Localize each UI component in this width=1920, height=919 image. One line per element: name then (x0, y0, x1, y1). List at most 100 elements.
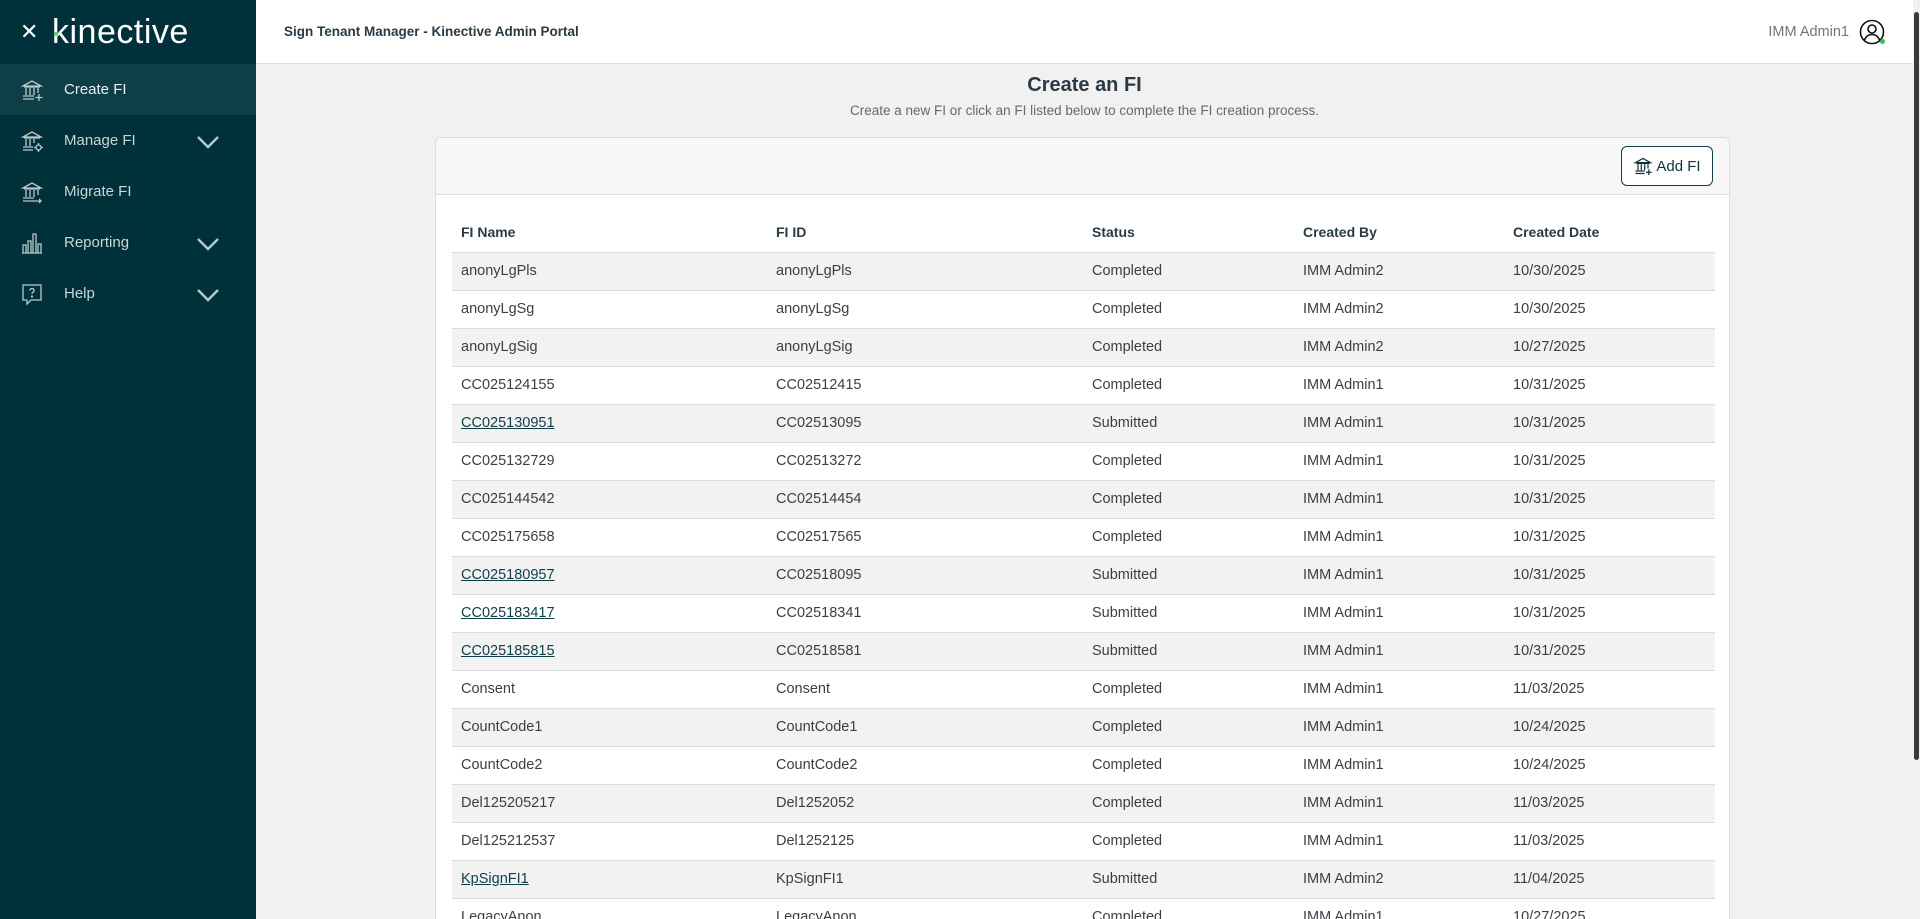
table-row[interactable]: CC025132729 CC02513272 Completed IMM Admin1… (452, 442, 1715, 481)
cell-date: 11/04/2025 (1504, 860, 1715, 899)
cell-status: Submitted (1083, 632, 1294, 671)
column-header-fi-name[interactable]: FI Name (452, 212, 767, 253)
column-header-created-by[interactable]: Created By (1294, 212, 1504, 253)
cell-status: Submitted (1083, 860, 1294, 899)
cell-date: 10/30/2025 (1504, 290, 1715, 329)
user-name[interactable]: IMM Admin1 (1768, 23, 1849, 40)
table-row[interactable]: Consent Consent Completed IMM Admin1 11/03/2… (452, 670, 1715, 709)
cell-id: CC02513095 (767, 404, 1083, 443)
main-content: Create an FI Create a new FI or click an… (256, 65, 1913, 919)
bank-gear-icon (20, 130, 44, 152)
cell-by: IMM Admin1 (1294, 366, 1504, 405)
cell-by: IMM Admin1 (1294, 632, 1504, 671)
cell-status: Completed (1083, 252, 1294, 291)
cell-date: 10/31/2025 (1504, 518, 1715, 557)
fi-name-link[interactable]: CC025185815 (461, 643, 555, 659)
cell-by: IMM Admin1 (1294, 670, 1504, 709)
cell-id: anonyLgSig (767, 328, 1083, 367)
fi-name-link[interactable]: CC025183417 (461, 605, 555, 621)
cell-date: 10/27/2025 (1504, 328, 1715, 367)
cell-by: IMM Admin1 (1294, 594, 1504, 633)
cell-by: IMM Admin1 (1294, 480, 1504, 519)
sidebar-item-reporting[interactable]: Reporting (0, 217, 256, 268)
fi-table-card: Add FI FI Name FI ID Status Created By Creat… (435, 137, 1730, 919)
cell-date: 10/31/2025 (1504, 366, 1715, 405)
table-row[interactable]: CC025144542 CC02514454 Completed IMM Admin1… (452, 480, 1715, 519)
cell-by: IMM Admin1 (1294, 708, 1504, 747)
cell-by: IMM Admin1 (1294, 822, 1504, 861)
sidebar-item-label: Manage FI (64, 132, 136, 149)
cell-id: KpSignFI1 (767, 860, 1083, 899)
bank-plus-icon (20, 79, 44, 101)
column-header-fi-id[interactable]: FI ID (767, 212, 1083, 253)
add-fi-button[interactable]: Add FI (1621, 146, 1713, 186)
fi-table: FI Name FI ID Status Created By Created Date… (452, 212, 1715, 919)
cell-status: Completed (1083, 366, 1294, 405)
cell-name: CC025180957 (452, 556, 767, 595)
scrollbar-thumb[interactable] (1914, 12, 1919, 760)
cell-name: CC025185815 (452, 632, 767, 671)
cell-date: 11/03/2025 (1504, 822, 1715, 861)
page-scrollbar[interactable] (1913, 0, 1920, 919)
table-row[interactable]: CC025124155 CC02512415 Completed IMM Admin1… (452, 366, 1715, 405)
table-row[interactable]: KpSignFI1 KpSignFI1 Submitted IMM Admin2 11/… (452, 860, 1715, 899)
bar-chart-icon (22, 232, 42, 254)
cell-date: 10/31/2025 (1504, 480, 1715, 519)
fi-name-link[interactable]: CC025130951 (461, 415, 555, 431)
table-row[interactable]: CC025185815 CC02518581 Submitted IMM Admin1… (452, 632, 1715, 671)
cell-name: LegacyAnon (452, 898, 767, 919)
sidebar-item-label: Create FI (64, 81, 127, 98)
help-bubble-icon (22, 283, 42, 306)
cell-id: CC02517565 (767, 518, 1083, 557)
cell-date: 11/03/2025 (1504, 670, 1715, 709)
chevron-down-icon[interactable] (196, 231, 220, 255)
brand-bar: ✕ kinective (0, 0, 256, 64)
cell-by: IMM Admin2 (1294, 860, 1504, 899)
cell-name: Del125212537 (452, 822, 767, 861)
table-row[interactable]: CC025175658 CC02517565 Completed IMM Admin1… (452, 518, 1715, 557)
table-row[interactable]: anonyLgSig anonyLgSig Completed IMM Admin2 1… (452, 328, 1715, 367)
user-avatar-icon[interactable] (1859, 19, 1885, 45)
chevron-down-icon[interactable] (196, 129, 220, 153)
cell-id: CC02518581 (767, 632, 1083, 671)
table-row[interactable]: CountCode1 CountCode1 Completed IMM Admin1 1… (452, 708, 1715, 747)
column-header-created-date[interactable]: Created Date (1504, 212, 1715, 253)
chevron-down-icon[interactable] (196, 282, 220, 306)
sidebar-item-create-fi[interactable]: Create FI (0, 64, 256, 115)
table-row[interactable]: CC025130951 CC02513095 Submitted IMM Admin1… (452, 404, 1715, 443)
card-toolbar: Add FI (436, 138, 1729, 195)
sidebar-item-manage-fi[interactable]: Manage FI (0, 115, 256, 166)
cell-name: CC025132729 (452, 442, 767, 481)
table-row[interactable]: Del125212537 Del1252125 Completed IMM Admin… (452, 822, 1715, 861)
sidebar-item-migrate-fi[interactable]: Migrate FI (0, 166, 256, 217)
cell-name: CC025183417 (452, 594, 767, 633)
cell-status: Completed (1083, 898, 1294, 919)
cell-status: Submitted (1083, 556, 1294, 595)
table-row[interactable]: CC025180957 CC02518095 Submitted IMM Admin1… (452, 556, 1715, 595)
table-row[interactable]: anonyLgSg anonyLgSg Completed IMM Admin2 10/… (452, 290, 1715, 329)
cell-id: CC02518341 (767, 594, 1083, 633)
cell-id: Del1252052 (767, 784, 1083, 823)
table-row[interactable]: anonyLgPls anonyLgPls Completed IMM Admin2 1… (452, 252, 1715, 291)
cell-date: 10/31/2025 (1504, 404, 1715, 443)
table-row[interactable]: CountCode2 CountCode2 Completed IMM Admin1 1… (452, 746, 1715, 785)
cell-by: IMM Admin1 (1294, 784, 1504, 823)
column-header-status[interactable]: Status (1083, 212, 1294, 253)
cell-by: IMM Admin1 (1294, 556, 1504, 595)
fi-name-link[interactable]: CC025180957 (461, 567, 555, 583)
cell-name: anonyLgSg (452, 290, 767, 329)
cell-id: CC02518095 (767, 556, 1083, 595)
cell-name: Consent (452, 670, 767, 709)
table-row[interactable]: CC025183417 CC02518341 Submitted IMM Admin1… (452, 594, 1715, 633)
close-icon[interactable]: ✕ (20, 19, 39, 44)
cell-by: IMM Admin2 (1294, 328, 1504, 367)
fi-name-link[interactable]: KpSignFI1 (461, 871, 529, 887)
cell-by: IMM Admin1 (1294, 518, 1504, 557)
cell-by: IMM Admin1 (1294, 898, 1504, 919)
cell-by: IMM Admin2 (1294, 252, 1504, 291)
sidebar-item-help[interactable]: Help (0, 268, 256, 319)
table-row[interactable]: LegacyAnon LegacyAnon Completed IMM Admin1 1… (452, 898, 1715, 919)
table-row[interactable]: Del125205217 Del1252052 Completed IMM Admin… (452, 784, 1715, 823)
cell-status: Completed (1083, 480, 1294, 519)
cell-id: Consent (767, 670, 1083, 709)
